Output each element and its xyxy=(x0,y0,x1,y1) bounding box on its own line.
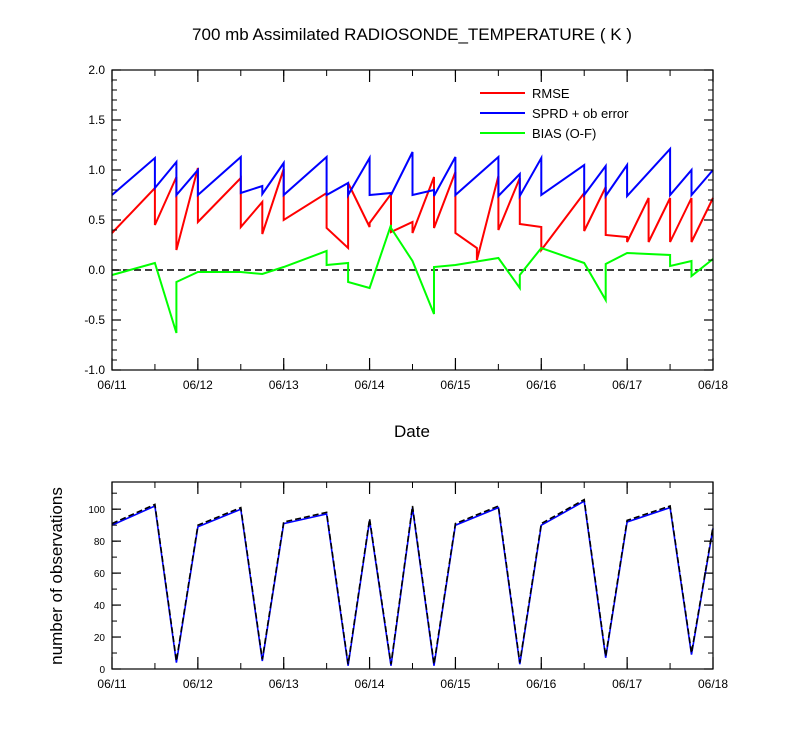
x-tick-label: 06/15 xyxy=(440,378,470,392)
legend-label: BIAS (O-F) xyxy=(532,126,596,141)
y-tick-label: 0.0 xyxy=(88,263,105,277)
top-chart: 700 mb Assimilated RADIOSONDE_TEMPERATUR… xyxy=(84,25,728,441)
y-tick-label: 0 xyxy=(99,665,105,676)
y-tick-label: 2.0 xyxy=(88,63,105,77)
y-tick-label: 1.0 xyxy=(88,163,105,177)
x-tick-label: 06/16 xyxy=(526,378,556,392)
x-tick-label: 06/13 xyxy=(269,378,299,392)
y-tick-label: 1.5 xyxy=(88,113,105,127)
legend-label: RMSE xyxy=(532,86,570,101)
series-line-rmse xyxy=(111,167,714,261)
y-tick-label: 100 xyxy=(88,505,105,516)
x-tick-label: 06/11 xyxy=(97,378,126,392)
bottom-y-axis: 0 20 40 60 80 100 xyxy=(88,492,713,676)
x-tick-label: 06/17 xyxy=(612,378,642,392)
y-tick-label: 40 xyxy=(94,601,106,612)
bottom-series-group xyxy=(111,498,714,666)
x-tick-label: 06/16 xyxy=(526,677,556,691)
series-line-bias-o-f xyxy=(111,224,714,334)
y-tick-label: 80 xyxy=(94,537,106,548)
x-tick-label: 06/15 xyxy=(440,677,470,691)
y-tick-label: -1.0 xyxy=(84,363,105,377)
x-tick-label: 06/14 xyxy=(355,378,385,392)
x-axis-title: Date xyxy=(394,422,430,441)
top-x-axis: 06/11 06/12 06/13 06/14 06/15 06/16 06/17 06/18 xyxy=(97,70,728,392)
y-tick-label: 0.5 xyxy=(88,213,105,227)
x-tick-label: 06/12 xyxy=(183,378,213,392)
legend-label: SPRD + ob error xyxy=(532,106,629,121)
x-tick-label: 06/14 xyxy=(355,677,385,691)
x-tick-label: 06/13 xyxy=(269,677,299,691)
series-line-possible-dashed xyxy=(111,498,714,665)
top-series-group xyxy=(111,146,714,334)
bottom-x-axis: 06/11 06/12 06/13 06/14 06/15 06/16 06/17 06/18 xyxy=(97,482,728,691)
top-y-axis: -1.0 -0.5 0.0 0.5 1.0 1.5 2.0 xyxy=(84,63,713,377)
x-tick-label: 06/11 xyxy=(97,677,126,691)
x-tick-label: 06/17 xyxy=(612,677,642,691)
series-line-sprd-ob-error xyxy=(111,146,714,200)
y-tick-label: 20 xyxy=(94,633,106,644)
bottom-y-axis-title: number of observations xyxy=(47,487,66,665)
chart-title: 700 mb Assimilated RADIOSONDE_TEMPERATUR… xyxy=(192,25,632,44)
series-line-used-solid xyxy=(111,499,714,666)
x-tick-label: 06/18 xyxy=(698,378,728,392)
y-tick-label: 60 xyxy=(94,569,106,580)
y-tick-label: -0.5 xyxy=(84,313,105,327)
x-tick-label: 06/12 xyxy=(183,677,213,691)
x-tick-label: 06/18 xyxy=(698,677,728,691)
legend: RMSE SPRD + ob error BIAS (O-F) xyxy=(480,86,629,141)
